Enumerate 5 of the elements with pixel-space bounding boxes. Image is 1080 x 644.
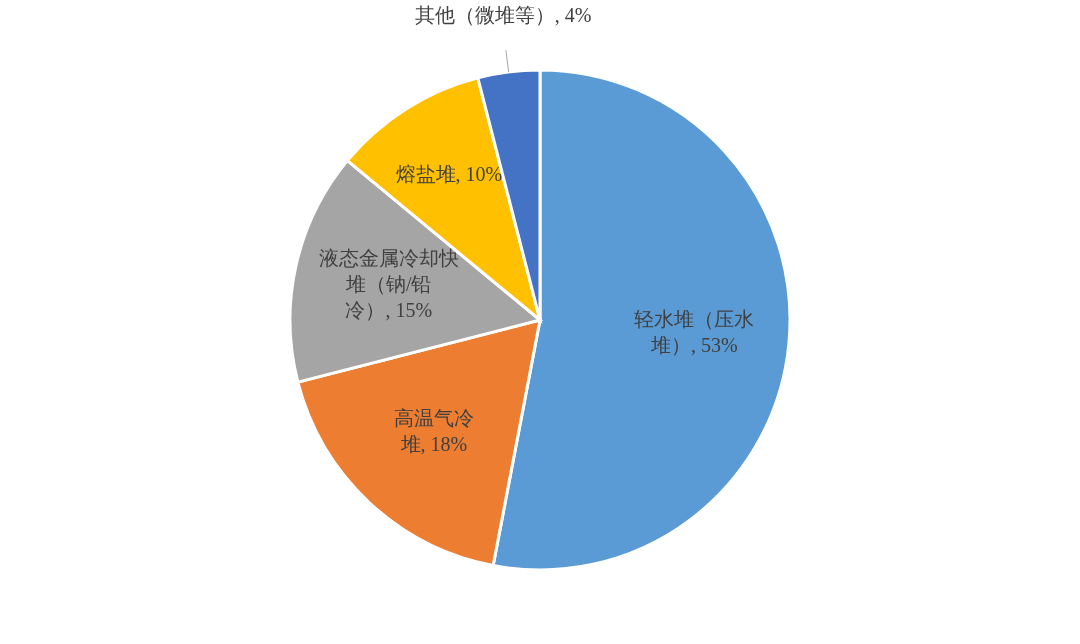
slice-label: 高温气冷堆, 18%: [393, 406, 474, 455]
slice-label: 熔盐堆, 10%: [395, 163, 503, 186]
slice-label: 其他（微堆等）, 4%: [414, 3, 592, 26]
slice-label: 轻水堆（压水堆）, 53%: [634, 308, 755, 357]
slice-label: 液态金属冷却快堆（钠/铅冷）, 15%: [318, 246, 459, 321]
